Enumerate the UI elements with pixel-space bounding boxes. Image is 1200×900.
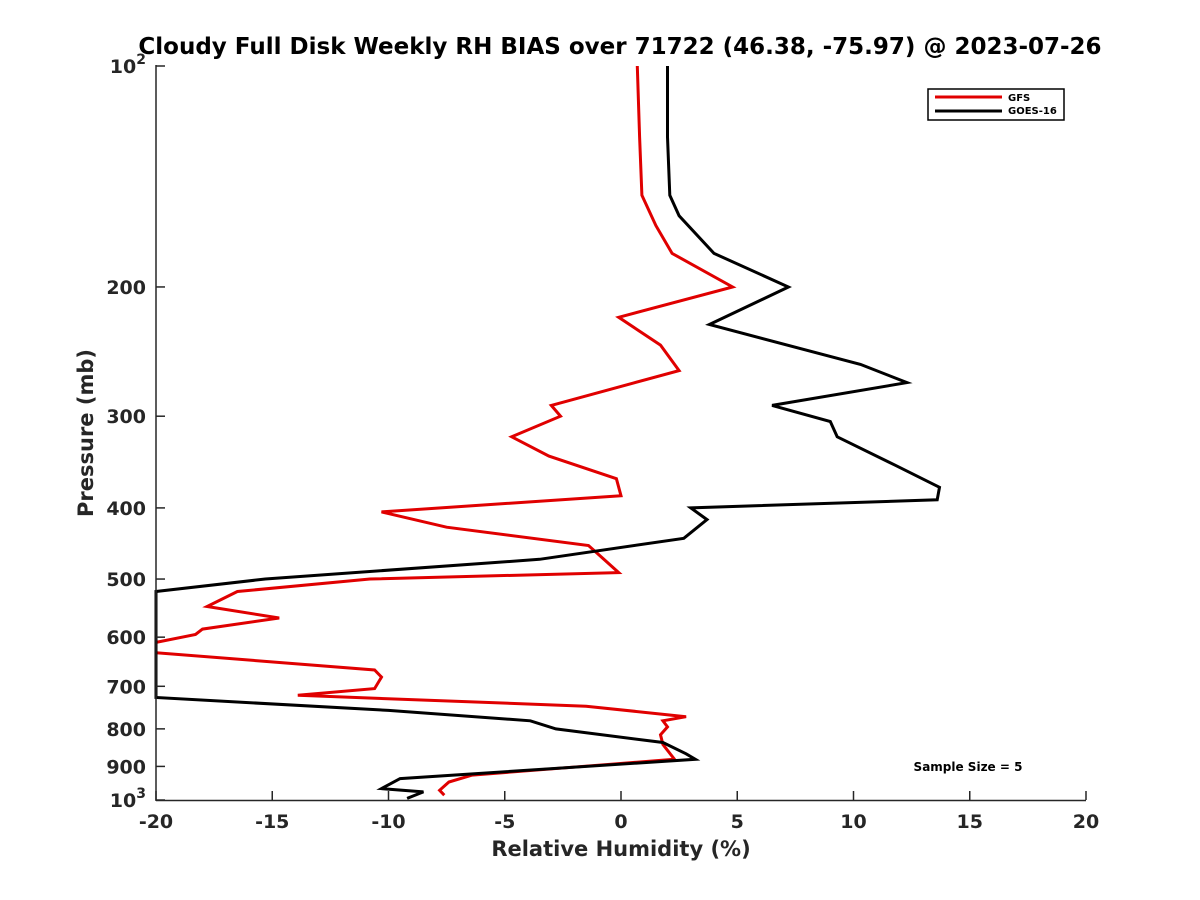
y-tick-label: 500 — [106, 569, 146, 591]
x-tick-label: 15 — [957, 811, 983, 833]
y-tick-label: 800 — [106, 719, 146, 741]
y-ticks: 102 200 300 400 500 600 700 800 900 103 — [106, 52, 165, 812]
legend-box — [927, 88, 1065, 121]
sample-size-annotation: Sample Size = 5 — [914, 760, 1023, 774]
legend: GFS GOES-16 — [927, 88, 1065, 121]
y-tick-label: 600 — [106, 627, 146, 649]
y-tick-label: 400 — [106, 498, 146, 520]
x-tick-label: -20 — [139, 811, 173, 833]
x-tick-label: -15 — [255, 811, 289, 833]
y-tick-label: 300 — [106, 406, 146, 428]
y-tick-label: 103 — [110, 786, 146, 812]
y-tick-label: 900 — [106, 756, 146, 778]
x-tick-label: -5 — [494, 811, 515, 833]
series-line-goes16 — [154, 66, 942, 800]
x-tick-label: 0 — [614, 811, 627, 833]
chart-title: Cloudy Full Disk Weekly RH BIAS over 717… — [138, 34, 1101, 60]
x-tick-label: -10 — [371, 811, 405, 833]
x-tick-label: 5 — [731, 811, 744, 833]
y-tick-label: 700 — [106, 676, 146, 698]
x-tick-label: 20 — [1073, 811, 1099, 833]
y-tick-label: 102 — [110, 52, 146, 78]
series-layer — [154, 65, 942, 800]
legend-entry-goes16: GOES-16 — [1008, 106, 1057, 117]
x-tick-label: 10 — [840, 811, 866, 833]
x-ticks: -20 -15 -10 -5 0 5 10 15 20 — [139, 791, 1099, 833]
x-axis-label: Relative Humidity (%) — [491, 837, 750, 861]
legend-entry-gfs: GFS — [1008, 93, 1030, 104]
series-line-gfs — [154, 65, 737, 797]
y-axis-label: Pressure (mb) — [74, 349, 98, 517]
y-tick-label: 200 — [106, 277, 146, 299]
